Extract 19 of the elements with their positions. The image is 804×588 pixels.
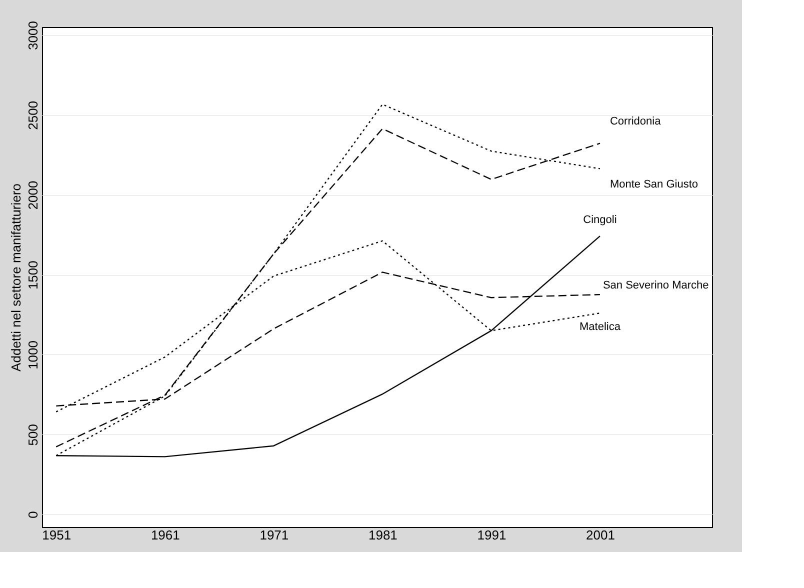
y-tick-label: 500 (26, 424, 40, 446)
series-label: Matelica (579, 321, 622, 334)
y-tick-label: 0 (26, 511, 40, 518)
x-tick-label: 1981 (368, 528, 398, 542)
series-label: Monte San Giusto (610, 178, 698, 191)
x-tick-label: 1991 (477, 528, 506, 542)
series-label: Corridonia (610, 115, 662, 128)
series-label: San Severino Marche (602, 280, 709, 292)
y-tick-label: 3000 (26, 21, 40, 50)
y-tick-label: 1000 (26, 340, 40, 370)
x-tick-label: 1971 (260, 528, 289, 542)
x-tick-label: 2001 (586, 528, 615, 542)
y-tick-label: 1500 (26, 260, 40, 290)
x-tick-label: 1961 (150, 528, 180, 542)
y-axis-title: Addetti nel settore manifatturiero (8, 184, 24, 372)
x-tick-label: 1951 (42, 528, 72, 542)
y-tick-label: 2000 (26, 180, 40, 210)
y-tick-label: 2500 (26, 100, 40, 130)
series-label: Cingoli (583, 214, 617, 226)
